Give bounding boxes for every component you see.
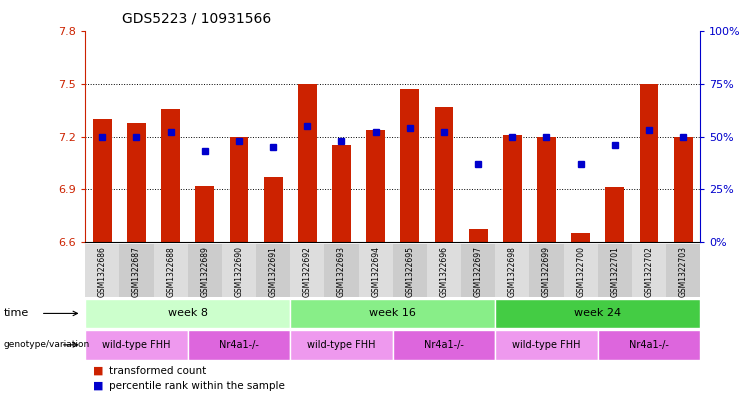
Bar (187, 330, 290, 360)
Text: week 24: week 24 (574, 309, 621, 318)
Bar (332, 145, 351, 242)
Bar (564, 244, 598, 297)
Text: Nr4a1-/-: Nr4a1-/- (629, 340, 669, 350)
Text: GSM1322696: GSM1322696 (439, 246, 448, 298)
Text: transformed count: transformed count (109, 366, 206, 376)
Text: ■: ■ (93, 366, 103, 376)
Bar (571, 233, 590, 242)
Bar (127, 123, 146, 242)
Bar (461, 244, 495, 297)
Text: GSM1322690: GSM1322690 (234, 246, 244, 298)
Bar (256, 244, 290, 297)
Bar (153, 244, 187, 297)
Bar (674, 136, 693, 242)
Text: GSM1322700: GSM1322700 (576, 246, 585, 298)
Text: GSM1322703: GSM1322703 (679, 246, 688, 298)
Bar (85, 330, 187, 360)
Bar (400, 89, 419, 242)
Text: GSM1322686: GSM1322686 (98, 246, 107, 297)
Bar (264, 177, 282, 242)
Text: GSM1322694: GSM1322694 (371, 246, 380, 298)
Text: GSM1322688: GSM1322688 (166, 246, 175, 297)
Text: wild-type FHH: wild-type FHH (308, 340, 376, 350)
Bar (537, 136, 556, 242)
Bar (290, 330, 393, 360)
Bar (290, 244, 325, 297)
Bar (359, 244, 393, 297)
Text: GSM1322692: GSM1322692 (303, 246, 312, 297)
Text: time: time (4, 309, 29, 318)
Bar (93, 119, 112, 242)
Text: wild-type FHH: wild-type FHH (102, 340, 170, 350)
Bar (495, 244, 529, 297)
Text: wild-type FHH: wild-type FHH (512, 340, 581, 350)
Text: Nr4a1-/-: Nr4a1-/- (424, 340, 464, 350)
Bar (666, 244, 700, 297)
Bar (393, 330, 495, 360)
Bar (427, 244, 461, 297)
Bar (230, 136, 248, 242)
Text: genotype/variation: genotype/variation (4, 340, 90, 349)
Bar (495, 330, 598, 360)
Bar (632, 244, 666, 297)
Text: GSM1322693: GSM1322693 (337, 246, 346, 298)
Bar (639, 84, 659, 242)
Text: week 16: week 16 (369, 309, 416, 318)
Text: GSM1322691: GSM1322691 (269, 246, 278, 297)
Bar (434, 107, 453, 242)
Bar (495, 299, 700, 328)
Bar (325, 244, 359, 297)
Bar (366, 130, 385, 242)
Bar (503, 135, 522, 242)
Bar (529, 244, 564, 297)
Bar (187, 244, 222, 297)
Bar (162, 108, 180, 242)
Bar (290, 299, 495, 328)
Bar (598, 330, 700, 360)
Bar (222, 244, 256, 297)
Text: GSM1322698: GSM1322698 (508, 246, 516, 297)
Text: Nr4a1-/-: Nr4a1-/- (219, 340, 259, 350)
Text: percentile rank within the sample: percentile rank within the sample (109, 381, 285, 391)
Text: GSM1322687: GSM1322687 (132, 246, 141, 297)
Text: GSM1322702: GSM1322702 (645, 246, 654, 297)
Bar (85, 299, 290, 328)
Bar (605, 187, 624, 242)
Text: GSM1322697: GSM1322697 (473, 246, 482, 298)
Text: ■: ■ (93, 381, 103, 391)
Bar (196, 185, 214, 242)
Text: GSM1322699: GSM1322699 (542, 246, 551, 298)
Bar (298, 84, 316, 242)
Bar (393, 244, 427, 297)
Text: GSM1322695: GSM1322695 (405, 246, 414, 298)
Text: GSM1322689: GSM1322689 (200, 246, 209, 297)
Text: GDS5223 / 10931566: GDS5223 / 10931566 (122, 12, 271, 26)
Bar (85, 244, 119, 297)
Text: GSM1322701: GSM1322701 (611, 246, 619, 297)
Bar (469, 230, 488, 242)
Bar (119, 244, 153, 297)
Text: week 8: week 8 (167, 309, 207, 318)
Bar (598, 244, 632, 297)
